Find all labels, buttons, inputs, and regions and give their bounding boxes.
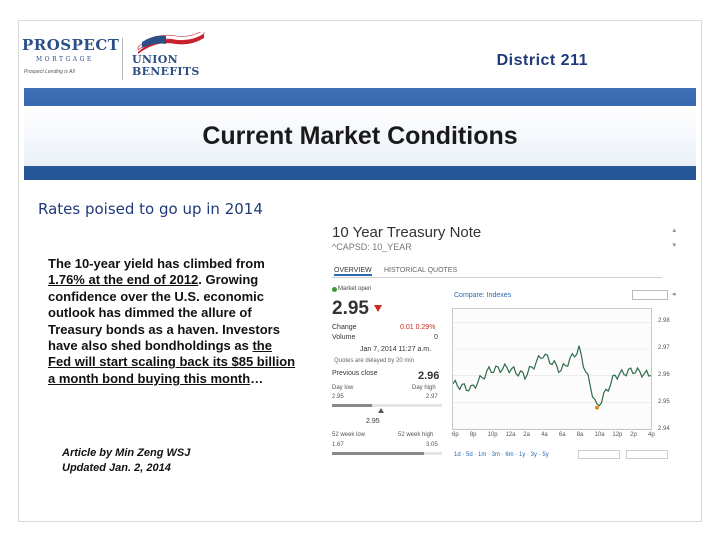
- slide-subtitle: Rates poised to go up in 2014: [38, 200, 263, 218]
- logo-divider: [122, 38, 123, 80]
- tab-overview[interactable]: OVERVIEW: [334, 267, 372, 276]
- compare-indexes-link[interactable]: Compare: Indexes: [454, 292, 512, 299]
- article-summary: The 10-year yield has climbed from 1.76%…: [48, 256, 296, 387]
- prospect-logo-word: PROSPECT: [22, 36, 120, 54]
- low-point-marker: [595, 405, 599, 410]
- quote-title: 10 Year Treasury Note: [332, 224, 482, 241]
- credit-date: Updated Jan. 2, 2014: [62, 462, 171, 474]
- day-high-value: 2.97: [426, 394, 438, 400]
- prospect-mortgage-logo: PROSPECT MORTGAGE Prospect Lending is Al…: [22, 36, 119, 80]
- delay-note: Quotes are delayed by 20 min: [334, 358, 415, 364]
- range-from-input[interactable]: [578, 450, 620, 459]
- wk52-high-value: 3.05: [426, 442, 438, 448]
- summary-part-1: The 10-year yield has climbed from: [48, 256, 265, 271]
- x-tick-label: 12a: [505, 432, 516, 438]
- day-range-marker: [378, 408, 384, 413]
- summary-part-2: . Growing confidence over the U.S. econo…: [48, 272, 280, 354]
- x-tick-label: 2a: [523, 432, 530, 438]
- district-label: District 211: [496, 52, 588, 69]
- range-to-input[interactable]: [626, 450, 668, 459]
- summary-highlight-2: the Fed will start scaling back its $85 …: [48, 338, 296, 386]
- title-band: Current Market Conditions: [24, 88, 696, 180]
- x-tick-label: 6p: [452, 432, 459, 438]
- down-arrow-icon: [374, 305, 382, 312]
- union-logo-word: UNION BENEFITS: [132, 54, 200, 78]
- x-tick-label: 8a: [576, 432, 584, 438]
- wk52-low-label: 52 week low: [332, 432, 366, 438]
- slide-title: Current Market Conditions: [202, 121, 518, 150]
- quote-tabs: OVERVIEW HISTORICAL QUOTES: [332, 266, 662, 278]
- wk52-low-value: 1.67: [332, 442, 344, 448]
- volume-value: 0: [434, 334, 438, 341]
- wk52-range-fill: [332, 452, 424, 455]
- volume-label: Volume: [332, 334, 356, 341]
- title-band-inner: Current Market Conditions: [24, 106, 696, 166]
- union-logo-line1: UNION: [132, 53, 178, 66]
- wk52-range-bar: [332, 452, 442, 455]
- y-tick-label: 2.95: [658, 398, 670, 405]
- quote-price: 2.95: [332, 298, 369, 319]
- x-tick-label: 4a: [541, 432, 548, 438]
- y-tick-label: 2.97: [658, 344, 670, 351]
- day-high-label: Day high: [412, 385, 436, 391]
- x-tick-label: 10p: [487, 432, 498, 438]
- change-label: Change: [332, 324, 357, 331]
- y-tick-label: 2.94: [658, 426, 670, 432]
- previous-close-label: Previous close: [332, 370, 378, 377]
- x-tick-label: 2p: [630, 432, 637, 438]
- scroll-indicator: ▴ ▾: [672, 227, 676, 249]
- union-benefits-logo: UNION BENEFITS: [132, 32, 214, 82]
- y-tick-label: 2.98: [658, 317, 670, 324]
- summary-part-3: …: [250, 370, 264, 386]
- day-range-bar: [332, 404, 442, 407]
- previous-close-value: 2.96: [418, 370, 440, 382]
- treasury-quote-widget: 10 Year Treasury Note ^CAPSD: 10_YEAR ▴ ▾…: [324, 218, 678, 466]
- x-tick-label: 8p: [469, 432, 477, 438]
- day-low-label: Day low: [332, 385, 354, 391]
- range-links[interactable]: 1d · 5d · 1m · 3m · 6m · 1y · 3y · 5y: [454, 452, 549, 458]
- tab-historical-quotes[interactable]: HISTORICAL QUOTES: [384, 267, 458, 274]
- current-value-marker-label: 2.95: [366, 418, 380, 425]
- flag-icon: [137, 32, 205, 54]
- y-tick-label: 2.96: [658, 371, 670, 378]
- wk52-high-label: 52 week high: [398, 432, 434, 438]
- day-low-value: 2.95: [332, 394, 344, 400]
- day-range-fill: [332, 404, 372, 407]
- article-credit: Article by Min Zeng WSJ Updated Jan. 2, …: [62, 446, 190, 476]
- market-status: Market open: [338, 286, 372, 292]
- market-status-icon: [332, 287, 337, 292]
- compare-search-input[interactable]: [632, 290, 668, 300]
- prospect-logo-sub: MORTGAGE: [36, 56, 94, 63]
- summary-highlight-1: 1.76% at the end of 2012: [48, 272, 199, 288]
- quote-symbol: ^CAPSD: 10_YEAR: [332, 242, 412, 252]
- credit-author: Article by Min Zeng WSJ: [62, 447, 191, 459]
- prospect-logo-tagline: Prospect Lending is All: [24, 69, 75, 75]
- x-tick-label: 10a: [594, 432, 605, 438]
- compare-add-icon[interactable]: ◂: [672, 291, 676, 298]
- x-tick-label: 4p: [648, 432, 655, 438]
- intraday-chart: [452, 308, 652, 430]
- x-tick-label: 6a: [558, 432, 566, 438]
- union-logo-line2: BENEFITS: [132, 65, 200, 78]
- chart-gridlines: [453, 322, 651, 429]
- series-line: [453, 345, 651, 407]
- quote-timestamp: Jan 7, 2014 11:27 a.m.: [360, 346, 432, 353]
- change-value: 0.01 0.29%: [400, 324, 436, 331]
- x-tick-label: 12p: [612, 432, 623, 438]
